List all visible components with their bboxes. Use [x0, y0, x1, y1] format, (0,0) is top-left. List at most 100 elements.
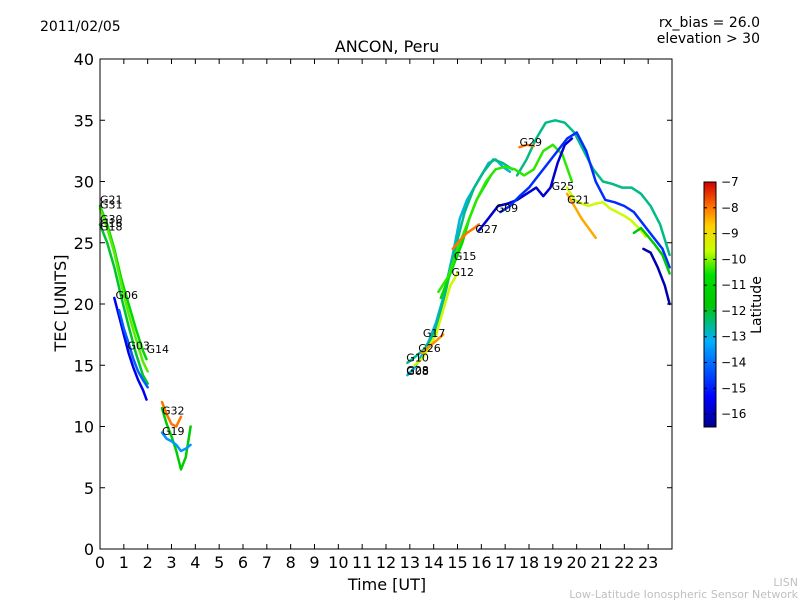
- y-tick-label: 25: [74, 234, 94, 253]
- footer-org-long: Low-Latitude Ionospheric Sensor Network: [569, 588, 798, 600]
- colorbar-tick-label: −14: [721, 356, 746, 370]
- x-tick-label: 17: [495, 553, 515, 572]
- colorbar-tick-label: −11: [721, 278, 746, 292]
- series-line-g25: [499, 131, 671, 269]
- x-tick-label: 3: [166, 553, 176, 572]
- satellite-label: G10: [406, 352, 429, 365]
- x-tick-label: 15: [447, 553, 467, 572]
- x-tick-label: 8: [286, 553, 296, 572]
- series-line-g17: [413, 272, 459, 367]
- satellite-label: G21: [100, 194, 123, 207]
- chart-title: ANCON, Peru: [335, 37, 439, 56]
- x-tick-label: 1: [119, 553, 129, 572]
- satellite-label: G19: [162, 425, 185, 438]
- colorbar-tick-label: −12: [721, 304, 746, 318]
- date-label: 2011/02/05: [40, 19, 121, 35]
- satellite-label: G21: [567, 194, 590, 207]
- x-tick-label: 12: [376, 553, 396, 572]
- y-tick-label: 0: [84, 540, 94, 559]
- series-line-g22: [642, 247, 671, 306]
- colorbar-tick-label: −15: [721, 381, 746, 395]
- y-tick-label: 5: [84, 479, 94, 498]
- satellite-label: G15: [454, 250, 477, 263]
- x-tick-label: 19: [543, 553, 563, 572]
- y-tick-label: 30: [74, 173, 94, 192]
- x-tick-label: 21: [590, 553, 610, 572]
- x-tick-label: 14: [423, 553, 443, 572]
- satellite-label: G30: [100, 213, 123, 226]
- series-line-g18: [98, 223, 149, 385]
- x-tick-label: 10: [328, 553, 348, 572]
- satellite-label: G08: [406, 365, 429, 378]
- satellite-label: G29: [520, 136, 543, 149]
- y-axis-label: TEC [UNITS]: [51, 255, 70, 353]
- plot-frame: [99, 58, 673, 550]
- series-line-g29: [518, 143, 536, 149]
- x-tick-label: 5: [214, 553, 224, 572]
- satellite-label: G12: [452, 266, 475, 279]
- x-tick-label: 9: [309, 553, 319, 572]
- x-tick-label: 16: [471, 553, 491, 572]
- rx-bias-label: rx_bias = 26.0: [659, 15, 760, 31]
- satellite-label: G31: [100, 198, 123, 211]
- satellite-label: G06: [116, 289, 139, 302]
- series-line-g24: [632, 226, 671, 275]
- x-axis-label: Time [UT]: [347, 575, 426, 594]
- x-tick-label: 0: [95, 553, 105, 572]
- series-line-g32: [160, 400, 183, 428]
- x-tick-label: 4: [190, 553, 200, 572]
- series-line-g31: [98, 207, 149, 373]
- y-tick-label: 10: [74, 418, 94, 437]
- satellite-label: G32: [162, 404, 185, 417]
- satellite-label: G03: [127, 339, 150, 352]
- x-tick-label: 2: [143, 553, 153, 572]
- series-line-g10: [406, 158, 514, 365]
- series-line-g19: [160, 431, 192, 453]
- x-tick-label: 6: [238, 553, 248, 572]
- satellite-label: G14: [147, 343, 170, 356]
- series-line-g09: [477, 137, 574, 232]
- satellite-label: G17: [423, 327, 446, 340]
- colorbar: [703, 181, 717, 428]
- x-tick-label: 20: [566, 553, 586, 572]
- y-axis-ticks: 0 5 10 15 20 25 30 35 40: [74, 50, 672, 559]
- plot-area: G21G31G30G16G18G06G03G14G32G19G10G28G08G…: [98, 58, 673, 550]
- colorbar-tick-label: −9: [721, 227, 739, 241]
- satellite-label: G16: [100, 217, 123, 230]
- y-tick-label: 40: [74, 50, 94, 69]
- footer-org-short: LISN: [773, 576, 798, 589]
- x-tick-label: 22: [614, 553, 634, 572]
- colorbar-tick-label: −8: [721, 201, 739, 215]
- y-tick-label: 15: [74, 356, 94, 375]
- y-tick-label: 20: [74, 295, 94, 314]
- x-tick-label: 11: [352, 553, 372, 572]
- series-line-g26: [420, 333, 445, 355]
- colorbar-tick-label: −16: [721, 407, 746, 421]
- satellite-label: G25: [552, 180, 575, 193]
- colorbar-tick-label: −7: [721, 175, 739, 189]
- colorbar-ticks: −7 −8 −9 −10 −11 −12 −13 −14 −15 −16: [704, 175, 746, 421]
- x-tick-label: 7: [262, 553, 272, 572]
- satellite-label: G27: [475, 223, 498, 236]
- satellite-label: G18: [100, 221, 123, 234]
- series-line-g03: [117, 308, 149, 389]
- series-line-g06: [113, 296, 148, 401]
- series-line-g15: [439, 174, 493, 300]
- elevation-label: elevation > 30: [657, 31, 760, 47]
- series-line-g10-b: [515, 119, 671, 257]
- satellite-label: G26: [418, 342, 441, 355]
- x-axis-ticks: 0 1 2 3 4 5 6 7 8 9 10 11 12 13 14 15 16 17 18 19 20 21 22 23: [95, 59, 658, 572]
- satellite-label: G09: [496, 202, 519, 215]
- x-tick-label: 18: [519, 553, 539, 572]
- colorbar-tick-label: −10: [721, 252, 746, 266]
- series-line-g14: [160, 406, 192, 471]
- y-tick-label: 35: [74, 111, 94, 130]
- series-line-g21c: [565, 192, 597, 240]
- series-line-g27: [451, 223, 481, 251]
- series-line-g21b: [565, 186, 648, 238]
- colorbar-tick-label: −13: [721, 330, 746, 344]
- colorbar-label: Latitude: [749, 276, 765, 334]
- satellite-label: G28: [406, 364, 429, 377]
- x-tick-label: 23: [638, 553, 658, 572]
